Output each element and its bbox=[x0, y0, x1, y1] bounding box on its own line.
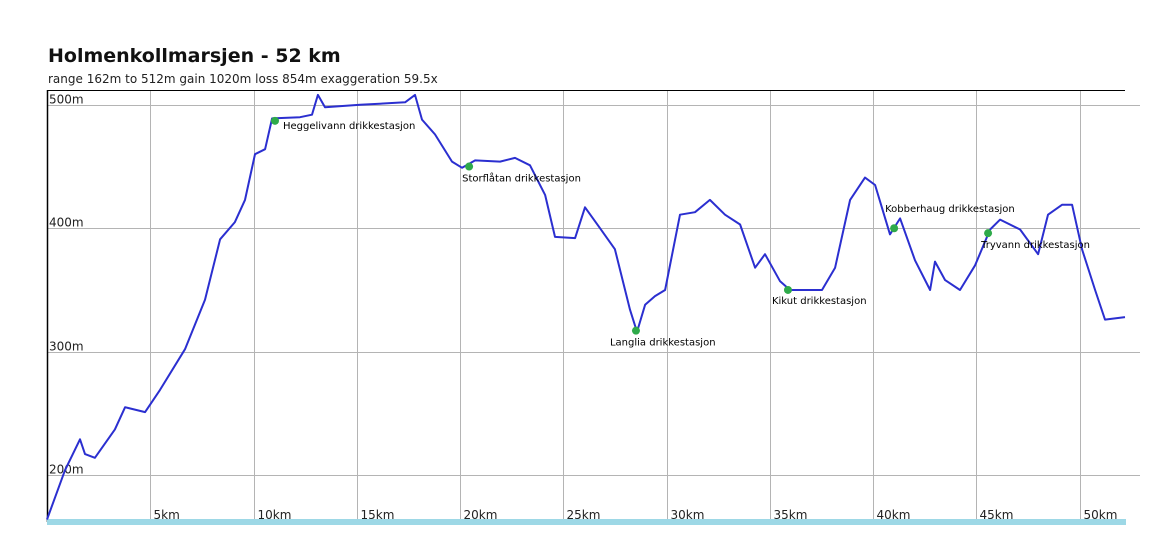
chart-title: Holmenkollmarsjen - 52 km bbox=[48, 45, 341, 67]
x-tick-label: 30km bbox=[671, 508, 705, 522]
station-marker bbox=[890, 224, 899, 233]
chart-subtitle: range 162m to 512m gain 1020m loss 854m … bbox=[48, 72, 438, 86]
x-tick-label: 20km bbox=[464, 508, 498, 522]
station-label: Kikut drikkestasjon bbox=[772, 296, 867, 307]
x-tick-label: 10km bbox=[258, 508, 292, 522]
x-tick-label: 45km bbox=[980, 508, 1014, 522]
plot-background bbox=[47, 90, 1125, 522]
station-label: Storflåtan drikkestasjon bbox=[462, 172, 581, 185]
y-tick-label: 400m bbox=[49, 216, 84, 230]
x-tick-label: 15km bbox=[361, 508, 395, 522]
x-tick-label: 50km bbox=[1084, 508, 1118, 522]
x-tick-label: 40km bbox=[877, 508, 911, 522]
station-label: Kobberhaug drikkestasjon bbox=[885, 204, 1015, 215]
station-marker bbox=[783, 285, 792, 294]
x-tick-label: 5km bbox=[154, 508, 180, 522]
y-tick-label: 300m bbox=[49, 340, 84, 354]
station-marker bbox=[270, 116, 279, 125]
station-label: Heggelivann drikkestasjon bbox=[283, 121, 415, 132]
station-label: Tryvann drikkestasjon bbox=[980, 240, 1090, 251]
elevation-line bbox=[46, 93, 1126, 520]
station-marker bbox=[631, 326, 640, 335]
y-tick-label: 500m bbox=[49, 93, 84, 107]
baseline-bar bbox=[47, 519, 1126, 525]
station-marker bbox=[984, 229, 993, 238]
x-tick-label: 35km bbox=[774, 508, 808, 522]
station-label: Langlia drikkestasjon bbox=[610, 338, 716, 349]
station-marker bbox=[465, 162, 474, 171]
x-tick-label: 25km bbox=[567, 508, 601, 522]
